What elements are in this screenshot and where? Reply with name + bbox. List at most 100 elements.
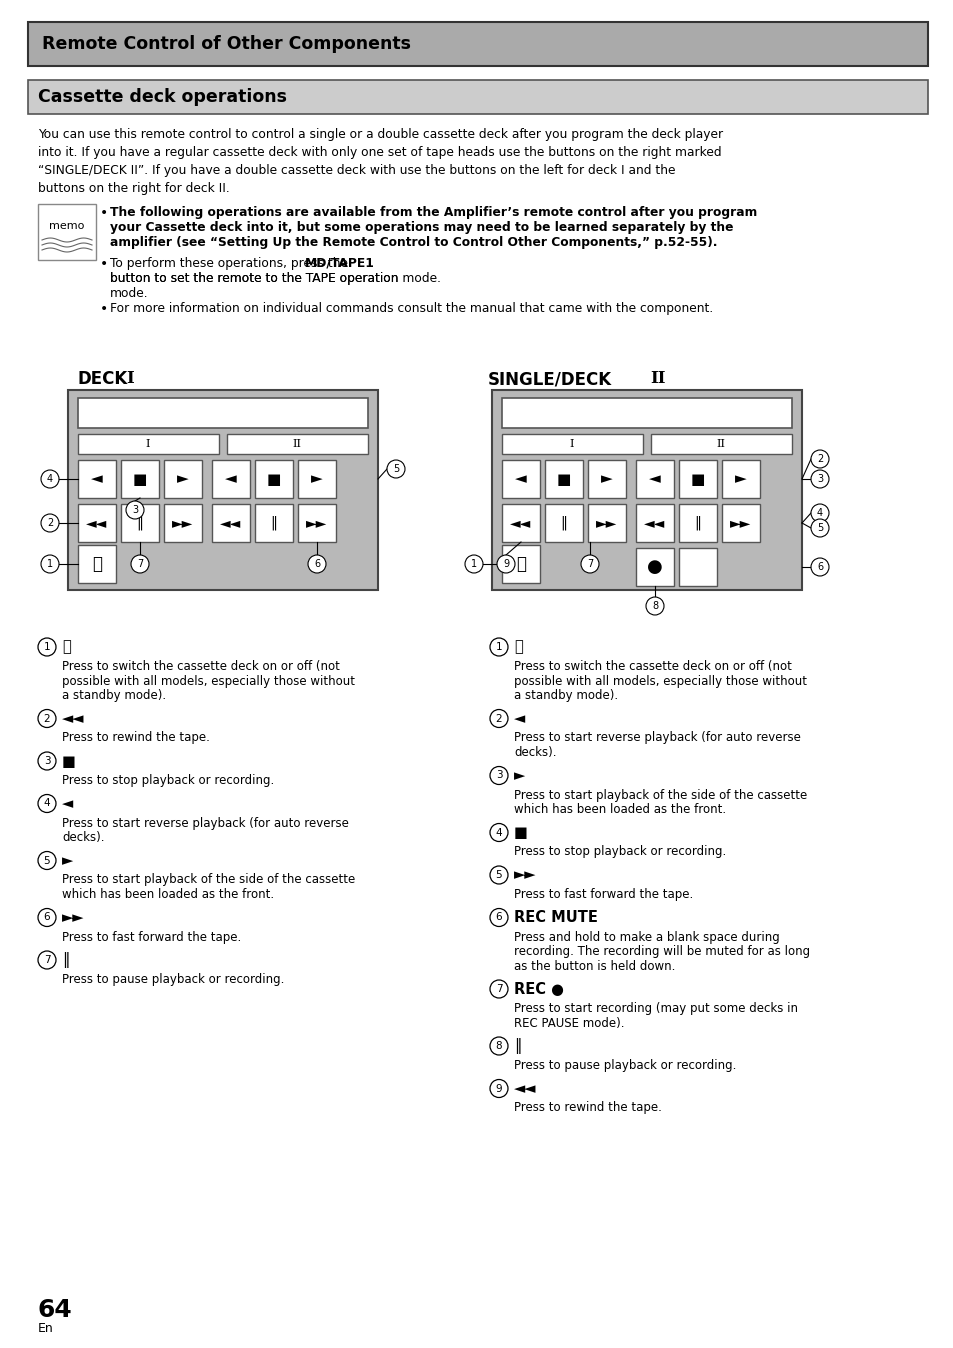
Circle shape xyxy=(810,450,828,468)
Text: Press to switch the cassette deck on or off (not: Press to switch the cassette deck on or … xyxy=(514,661,791,673)
Text: ◄◄: ◄◄ xyxy=(220,516,241,530)
Bar xyxy=(636,549,673,586)
Text: 1: 1 xyxy=(44,642,51,652)
Circle shape xyxy=(490,824,507,841)
Text: MD/TAPE1: MD/TAPE1 xyxy=(305,257,375,270)
Text: II: II xyxy=(293,439,301,449)
Circle shape xyxy=(490,767,507,785)
Text: 1: 1 xyxy=(47,559,53,569)
Text: ◄: ◄ xyxy=(62,797,73,811)
Text: Remote Control of Other Components: Remote Control of Other Components xyxy=(42,35,411,53)
Text: ‖: ‖ xyxy=(136,516,143,530)
Text: “SINGLE/DECK II”. If you have a double cassette deck with use the buttons on the: “SINGLE/DECK II”. If you have a double c… xyxy=(38,164,675,177)
Text: 1: 1 xyxy=(496,642,502,652)
Circle shape xyxy=(38,950,56,969)
Circle shape xyxy=(490,638,507,656)
Bar xyxy=(121,504,159,542)
Text: 7: 7 xyxy=(44,954,51,965)
Text: 6: 6 xyxy=(44,913,51,922)
Text: 7: 7 xyxy=(136,559,143,569)
Bar xyxy=(679,460,717,497)
Text: button to set the remote to the TAPE operation mode.: button to set the remote to the TAPE ope… xyxy=(110,272,440,284)
Bar xyxy=(297,504,335,542)
Text: ►: ► xyxy=(177,472,189,487)
Text: which has been loaded as the front.: which has been loaded as the front. xyxy=(62,888,274,900)
Circle shape xyxy=(387,460,405,479)
Text: 8: 8 xyxy=(651,601,658,611)
Text: ►►: ►► xyxy=(514,868,536,883)
Text: button to set the remote to the TAPE operation: button to set the remote to the TAPE ope… xyxy=(110,272,398,284)
Text: Press to fast forward the tape.: Press to fast forward the tape. xyxy=(514,888,693,900)
Bar xyxy=(227,434,368,454)
Text: ►►: ►► xyxy=(172,516,193,530)
Bar xyxy=(721,460,760,497)
Circle shape xyxy=(810,470,828,488)
Text: 5: 5 xyxy=(816,523,822,532)
Text: Press to start playback of the side of the cassette: Press to start playback of the side of t… xyxy=(62,874,355,887)
Bar xyxy=(121,460,159,497)
Text: Press to stop playback or recording.: Press to stop playback or recording. xyxy=(514,845,725,859)
Bar xyxy=(38,204,96,260)
Circle shape xyxy=(810,519,828,537)
Bar xyxy=(28,22,927,66)
Text: ⏻: ⏻ xyxy=(516,555,525,573)
Circle shape xyxy=(497,555,515,573)
Circle shape xyxy=(490,865,507,884)
Text: ■: ■ xyxy=(267,472,281,487)
Text: ◄: ◄ xyxy=(648,472,660,487)
Text: ⏻: ⏻ xyxy=(91,555,102,573)
Text: ⏻: ⏻ xyxy=(514,639,522,655)
Text: REC MUTE: REC MUTE xyxy=(514,910,598,925)
Circle shape xyxy=(490,1037,507,1055)
Bar xyxy=(587,460,625,497)
Text: I: I xyxy=(569,439,574,449)
Text: 6: 6 xyxy=(314,559,319,569)
Text: 4: 4 xyxy=(47,474,53,484)
Text: 4: 4 xyxy=(496,828,502,837)
Bar xyxy=(212,460,250,497)
Bar xyxy=(297,460,335,497)
Text: Press to stop playback or recording.: Press to stop playback or recording. xyxy=(62,774,274,787)
Text: a standby mode).: a standby mode). xyxy=(514,689,618,702)
Text: DECK: DECK xyxy=(78,369,128,388)
Circle shape xyxy=(490,980,507,998)
Circle shape xyxy=(645,597,663,615)
Text: ●: ● xyxy=(646,558,662,576)
Text: 2: 2 xyxy=(816,454,822,464)
Text: ◄◄: ◄◄ xyxy=(62,710,85,727)
Text: 4: 4 xyxy=(44,798,51,809)
Circle shape xyxy=(308,555,326,573)
Circle shape xyxy=(490,1080,507,1097)
Circle shape xyxy=(131,555,149,573)
Circle shape xyxy=(810,558,828,576)
Text: 3: 3 xyxy=(496,771,502,780)
Text: memo: memo xyxy=(50,221,85,231)
Bar xyxy=(254,504,293,542)
Bar xyxy=(721,504,760,542)
Text: ◄: ◄ xyxy=(91,472,103,487)
Text: 3: 3 xyxy=(44,756,51,766)
Text: 2: 2 xyxy=(47,518,53,528)
Text: ►: ► xyxy=(62,853,73,868)
Text: 2: 2 xyxy=(44,713,51,724)
Text: 7: 7 xyxy=(586,559,593,569)
Text: ■: ■ xyxy=(557,472,571,487)
Circle shape xyxy=(490,909,507,926)
Text: 4: 4 xyxy=(816,508,822,518)
Text: Press to start playback of the side of the cassette: Press to start playback of the side of t… xyxy=(514,789,806,802)
Text: ‖: ‖ xyxy=(514,1038,521,1054)
Text: The following operations are available from the Amplifier’s remote control after: The following operations are available f… xyxy=(110,206,757,218)
Text: 5: 5 xyxy=(496,869,502,880)
Circle shape xyxy=(810,504,828,522)
Text: ◄◄: ◄◄ xyxy=(87,516,108,530)
Bar xyxy=(212,504,250,542)
Text: which has been loaded as the front.: which has been loaded as the front. xyxy=(514,803,725,816)
Bar xyxy=(78,504,116,542)
Text: You can use this remote control to control a single or a double cassette deck af: You can use this remote control to contr… xyxy=(38,128,722,142)
Text: ■: ■ xyxy=(514,825,527,840)
Bar xyxy=(501,398,791,429)
Text: recording. The recording will be muted for as long: recording. The recording will be muted f… xyxy=(514,945,809,958)
Text: Press to rewind the tape.: Press to rewind the tape. xyxy=(514,1101,661,1115)
Text: ◄◄: ◄◄ xyxy=(514,1081,536,1096)
Text: ►►: ►► xyxy=(730,516,751,530)
